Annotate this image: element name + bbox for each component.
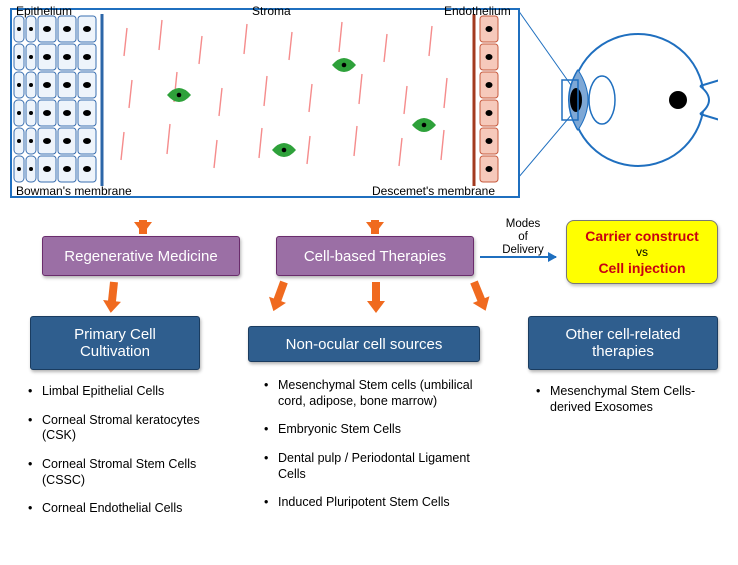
arrow-icon	[366, 222, 384, 234]
other-therapies-box: Other cell-related therapies	[528, 316, 718, 370]
primary-cell-cultivation-box: Primary Cell Cultivation	[30, 316, 200, 370]
regenerative-label: Regenerative Medicine	[64, 248, 217, 265]
label-endothelium: Endothelium	[444, 4, 511, 18]
list-item: Induced Pluripotent Stem Cells	[262, 495, 478, 511]
cell-injection-label: Cell injection	[598, 260, 685, 276]
cornea-svg	[12, 10, 522, 200]
list-item: Corneal Stromal Stem Cells (CSSC)	[26, 457, 214, 488]
arrow-icon	[273, 281, 287, 303]
arrow-icon	[108, 282, 118, 303]
label-stroma: Stroma	[252, 4, 291, 18]
label-bowman: Bowman's membrane	[16, 184, 132, 198]
cornea-cross-section: Epithelium Stroma Endothelium Bowman's m…	[10, 8, 520, 198]
modes-of-delivery-label: Modes of Delivery	[498, 218, 548, 258]
cell-based-therapies-box: Cell-based Therapies	[276, 236, 474, 276]
modes-of-delivery-box: Carrier construct vs Cell injection	[566, 220, 718, 284]
regenerative-medicine-box: Regenerative Medicine	[42, 236, 240, 276]
list-item: Mesenchymal Stem cells (umbilical cord, …	[262, 378, 478, 409]
other-bullets: Mesenchymal Stem Cells-derived Exosomes	[534, 384, 720, 428]
list-item: Corneal Endothelial Cells	[26, 501, 214, 517]
primary-label: Primary Cell Cultivation	[74, 326, 156, 360]
list-item: Dental pulp / Periodontal Ligament Cells	[262, 451, 478, 482]
carrier-construct-label: Carrier construct	[585, 228, 699, 244]
list-item: Corneal Stromal keratocytes (CSK)	[26, 413, 214, 444]
arrow-icon	[470, 281, 485, 303]
arrow-icon	[372, 282, 380, 302]
nonocular-label: Non-ocular cell sources	[286, 336, 443, 353]
cellbased-label: Cell-based Therapies	[304, 248, 446, 265]
nonocular-bullets: Mesenchymal Stem cells (umbilical cord, …	[262, 378, 478, 524]
list-item: Mesenchymal Stem Cells-derived Exosomes	[534, 384, 720, 415]
list-item: Limbal Epithelial Cells	[26, 384, 214, 400]
other-label: Other cell-related therapies	[565, 326, 680, 360]
non-ocular-sources-box: Non-ocular cell sources	[248, 326, 480, 362]
primary-bullets: Limbal Epithelial Cells Corneal Stromal k…	[26, 384, 214, 530]
list-item: Embryonic Stem Cells	[262, 422, 478, 438]
eye-diagram	[543, 30, 728, 180]
arrow-icon	[134, 222, 152, 234]
label-epithelium: Epithelium	[16, 4, 72, 18]
vs-label: vs	[636, 245, 648, 259]
label-descemet: Descemet's membrane	[372, 184, 495, 198]
arrow-thin-icon	[480, 256, 556, 258]
